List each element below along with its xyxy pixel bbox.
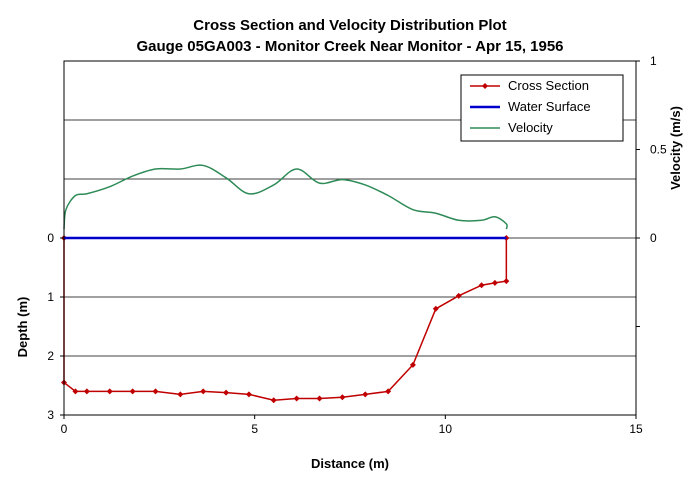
cross-section-point [491, 279, 498, 286]
depth-tick-label: 0 [47, 231, 54, 245]
chart-title-line2: Gauge 05GA003 - Monitor Creek Near Monit… [136, 38, 563, 55]
cross-section-point [409, 361, 416, 368]
cross-section-point [293, 395, 300, 402]
depth-axis-label: Depth (m) [15, 297, 30, 358]
cross-section-point [362, 391, 369, 398]
legend-marker-cross-section [482, 83, 488, 89]
cross-section-point [432, 305, 439, 312]
cross-section-point [478, 282, 485, 289]
legend-label-cross-section: Cross Section [508, 78, 589, 93]
cross-section-point [270, 397, 277, 404]
cross-section-point [339, 394, 346, 401]
cross-section-point [316, 395, 323, 402]
cross-section-point [385, 388, 392, 395]
series-layer [61, 164, 510, 404]
velocity-tick-label: 0 [650, 231, 657, 245]
velocity-axis-label: Velocity (m/s) [668, 106, 683, 190]
cross-section-point [200, 388, 207, 395]
cross-section-point [152, 388, 159, 395]
chart-title-line1: Cross Section and Velocity Distribution … [193, 17, 506, 34]
legend: Cross Section Water Surface Velocity [460, 74, 624, 142]
x-tick-label: 15 [629, 422, 643, 436]
cross-section-point [72, 388, 79, 395]
cross-section-point [455, 292, 462, 299]
cross-section-point [129, 388, 136, 395]
legend-label-water-surface: Water Surface [508, 99, 591, 114]
velocity-axis-ticks: 00.51 [636, 54, 667, 327]
depth-axis-ticks: 0 1 2 3 [47, 231, 64, 422]
cross-section-point [177, 391, 184, 398]
cross-section-point [223, 389, 230, 396]
legend-label-velocity: Velocity [508, 120, 553, 135]
cross-section-point [503, 278, 510, 285]
series-line-velocity [63, 164, 508, 230]
cross-section-point [245, 391, 252, 398]
cross-section-point [83, 388, 90, 395]
cross-section-point [106, 388, 113, 395]
velocity-tick-label: 0.5 [650, 143, 667, 157]
depth-tick-label: 3 [47, 408, 54, 422]
velocity-tick-label: 1 [650, 54, 657, 68]
x-tick-label: 10 [439, 422, 453, 436]
x-tick-label: 0 [61, 422, 68, 436]
x-tick-label: 5 [251, 422, 258, 436]
depth-tick-label: 1 [47, 290, 54, 304]
depth-tick-label: 2 [47, 349, 54, 363]
x-axis-label: Distance (m) [311, 456, 389, 471]
series-line-cross-section [63, 238, 508, 402]
x-axis-ticks: 0 5 10 15 [61, 415, 643, 436]
